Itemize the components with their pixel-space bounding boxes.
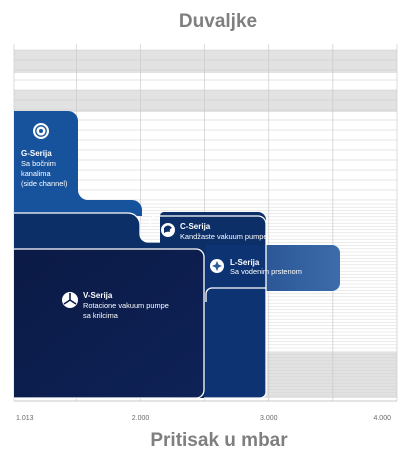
x-tick-label: 3.000 bbox=[260, 415, 278, 422]
series-v-line: sa krilcima bbox=[83, 311, 119, 320]
series-l-name: L-Serija bbox=[230, 258, 260, 267]
series-v-outline bbox=[14, 248, 205, 399]
x-tick-label: 4.000 bbox=[373, 415, 391, 422]
series-c-name: C-Serija bbox=[180, 222, 211, 231]
series-l-outline bbox=[205, 287, 266, 302]
x-axis-ticks: 1.013 2.000 3.000 4.000 bbox=[16, 415, 391, 422]
series-g-line: Sa bočnim bbox=[21, 159, 56, 168]
series-c-top-outline bbox=[149, 215, 267, 246]
series-c-outline bbox=[14, 212, 160, 243]
x-tick-label: 1.013 bbox=[16, 415, 34, 422]
x-tick-label: 2.000 bbox=[132, 415, 150, 422]
series-v-name: V-Serija bbox=[83, 291, 113, 300]
vane-icon-shape bbox=[63, 293, 77, 305]
liquid-ring-icon-shape bbox=[212, 261, 222, 271]
series-v-shape bbox=[14, 249, 204, 398]
side-channel-icon-hub bbox=[39, 129, 43, 133]
series-g-label: G-Serija Sa bočnim kanalima (side channe… bbox=[21, 123, 67, 188]
series-shapes bbox=[14, 111, 340, 398]
series-labels: G-Serija Sa bočnim kanalima (side channe… bbox=[21, 123, 302, 320]
series-l-line: Sa vodenim prstenom bbox=[230, 267, 302, 276]
series-l-label: L-Serija Sa vodenim prstenom bbox=[210, 258, 302, 276]
grid-band bbox=[14, 50, 397, 73]
x-axis-label: Pritisak u mbar bbox=[150, 430, 288, 451]
series-g-shape bbox=[14, 111, 142, 216]
series-g-line: kanalima bbox=[21, 169, 51, 178]
series-v-label: V-Serija Rotacione vakuum pumpe sa krilc… bbox=[62, 291, 169, 320]
series-v-line: Rotacione vakuum pumpe bbox=[83, 301, 169, 310]
side-channel-icon-ring bbox=[35, 125, 47, 137]
series-outlines bbox=[14, 212, 267, 399]
series-c-right-outline bbox=[204, 246, 267, 399]
series-c-line: Kandžaste vakuum pumpe bbox=[180, 232, 268, 241]
series-c-label: C-Serija Kandžaste vakuum pumpe bbox=[161, 222, 268, 241]
series-g-line: (side channel) bbox=[21, 179, 67, 188]
series-g-name: G-Serija bbox=[21, 149, 52, 158]
claw-icon-shape bbox=[164, 225, 172, 233]
grid-band bbox=[14, 90, 397, 112]
series-c-body bbox=[206, 245, 266, 398]
chart-title: Duvaljke bbox=[179, 11, 257, 32]
